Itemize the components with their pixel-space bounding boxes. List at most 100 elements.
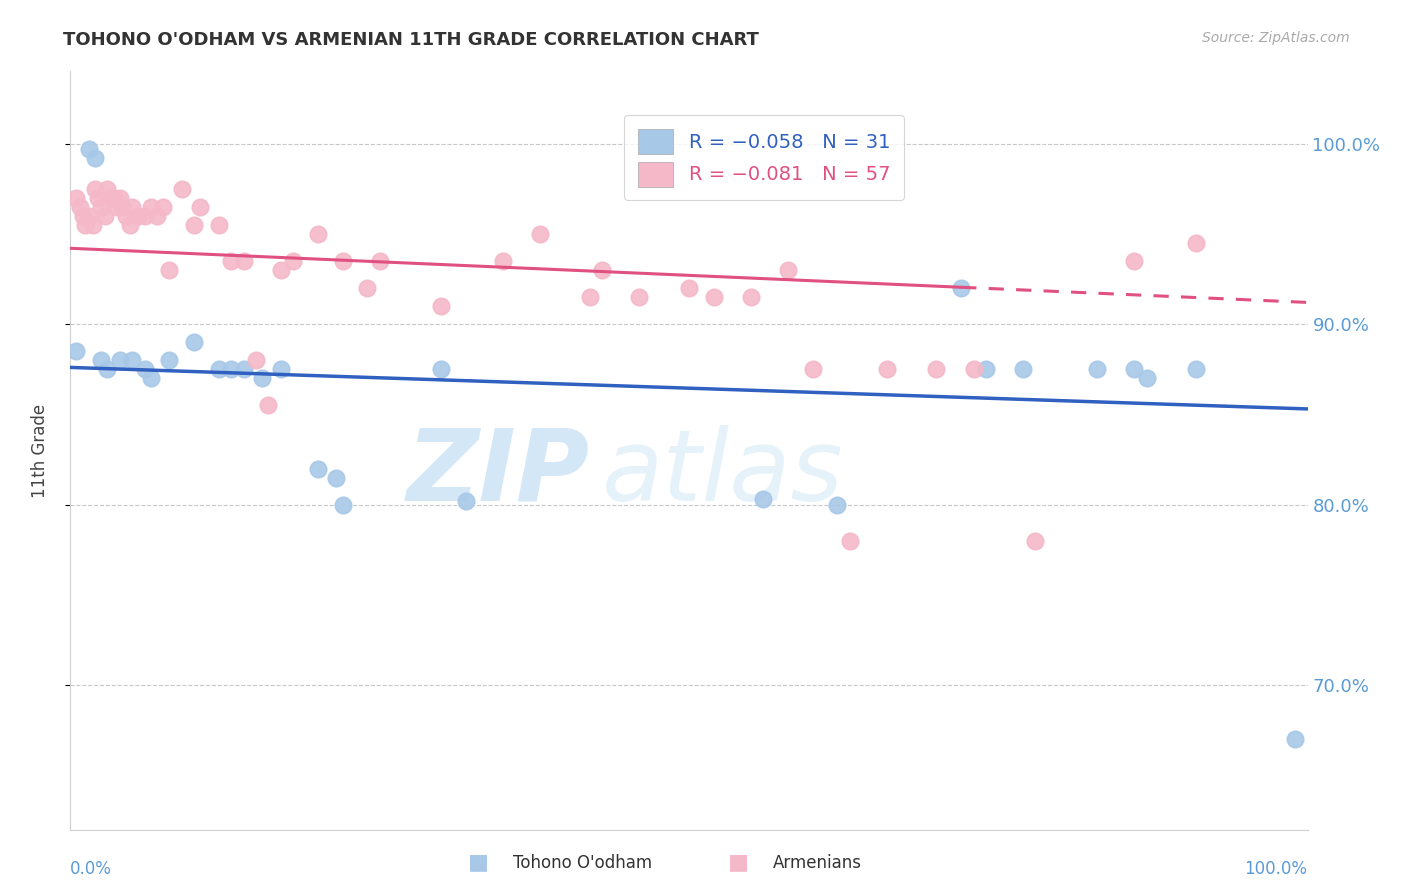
Point (925, 362, 948, 376)
Point (105, 200, 128, 214)
Point (183, 335, 205, 350)
Point (65, 344, 87, 359)
Point (127, 209, 149, 223)
Point (974, 362, 997, 376)
Point (139, 371, 162, 385)
Point (325, 470, 347, 484)
Point (456, 494, 478, 508)
Text: 100.0%: 100.0% (1244, 860, 1308, 878)
Point (84, 182, 107, 196)
Point (827, 498, 849, 512)
Point (628, 290, 651, 304)
Point (208, 362, 231, 376)
Point (77, 142, 100, 156)
Point (208, 218, 231, 232)
Point (1284, 732, 1306, 747)
Point (183, 218, 205, 232)
Point (111, 200, 134, 214)
Point (146, 209, 169, 223)
Point (950, 281, 973, 295)
Point (90, 200, 112, 214)
Point (876, 362, 898, 376)
Point (678, 281, 700, 295)
Y-axis label: 11th Grade: 11th Grade (31, 403, 49, 498)
Point (219, 362, 242, 376)
Point (115, 209, 138, 223)
Point (96, 362, 118, 376)
Point (703, 290, 725, 304)
Point (152, 200, 174, 214)
Point (281, 253, 304, 268)
Point (270, 263, 292, 277)
Text: ■: ■ (728, 853, 748, 872)
Point (157, 263, 180, 277)
Point (75, 218, 97, 232)
Point (84, 151, 107, 165)
Point (72, 209, 94, 223)
Point (121, 353, 143, 368)
Point (90, 353, 112, 368)
Point (157, 353, 180, 368)
Point (270, 362, 292, 376)
Text: TOHONO O'ODHAM VS ARMENIAN 11TH GRADE CORRELATION CHART: TOHONO O'ODHAM VS ARMENIAN 11TH GRADE CO… (63, 31, 759, 49)
Point (368, 253, 391, 268)
Point (492, 253, 515, 268)
Point (257, 398, 280, 412)
Point (121, 200, 143, 214)
Point (98, 191, 121, 205)
Text: Source: ZipAtlas.com: Source: ZipAtlas.com (1202, 31, 1350, 45)
Point (77, 209, 100, 223)
Point (332, 253, 354, 268)
Point (94, 209, 117, 223)
Point (139, 200, 162, 214)
Point (1136, 371, 1159, 385)
Point (579, 290, 602, 304)
Point (591, 263, 613, 277)
Point (86, 191, 108, 205)
Point (250, 371, 273, 385)
Point (1123, 362, 1146, 376)
Point (232, 253, 254, 268)
Point (529, 227, 551, 241)
Point (118, 218, 141, 232)
Point (801, 362, 824, 376)
Point (82, 218, 104, 232)
Point (219, 253, 242, 268)
Point (245, 353, 267, 368)
Point (1123, 253, 1146, 268)
Point (838, 533, 860, 548)
Point (108, 191, 131, 205)
Text: ZIP: ZIP (406, 425, 591, 522)
Point (307, 227, 329, 241)
Point (776, 263, 799, 277)
Point (752, 492, 775, 507)
Point (103, 191, 125, 205)
Point (232, 362, 254, 376)
Point (170, 182, 193, 196)
Point (1085, 362, 1108, 376)
Point (134, 209, 156, 223)
Point (1185, 235, 1208, 250)
Text: ■: ■ (468, 853, 488, 872)
Text: Tohono O'odham: Tohono O'odham (513, 855, 652, 872)
Point (188, 200, 211, 214)
Point (96, 182, 118, 196)
Point (1012, 362, 1035, 376)
Text: Armenians: Armenians (773, 855, 862, 872)
Point (332, 498, 354, 512)
Legend: R = −0.058   N = 31, R = −0.081   N = 57: R = −0.058 N = 31, R = −0.081 N = 57 (624, 115, 904, 200)
Text: 0.0%: 0.0% (70, 860, 112, 878)
Text: atlas: atlas (602, 425, 844, 522)
Point (1185, 362, 1208, 376)
Point (430, 362, 453, 376)
Point (134, 362, 156, 376)
Point (65, 191, 87, 205)
Point (430, 299, 453, 313)
Point (108, 353, 131, 368)
Point (962, 362, 984, 376)
Point (356, 281, 378, 295)
Point (740, 290, 762, 304)
Point (307, 461, 329, 475)
Point (1024, 533, 1046, 548)
Point (69, 200, 91, 214)
